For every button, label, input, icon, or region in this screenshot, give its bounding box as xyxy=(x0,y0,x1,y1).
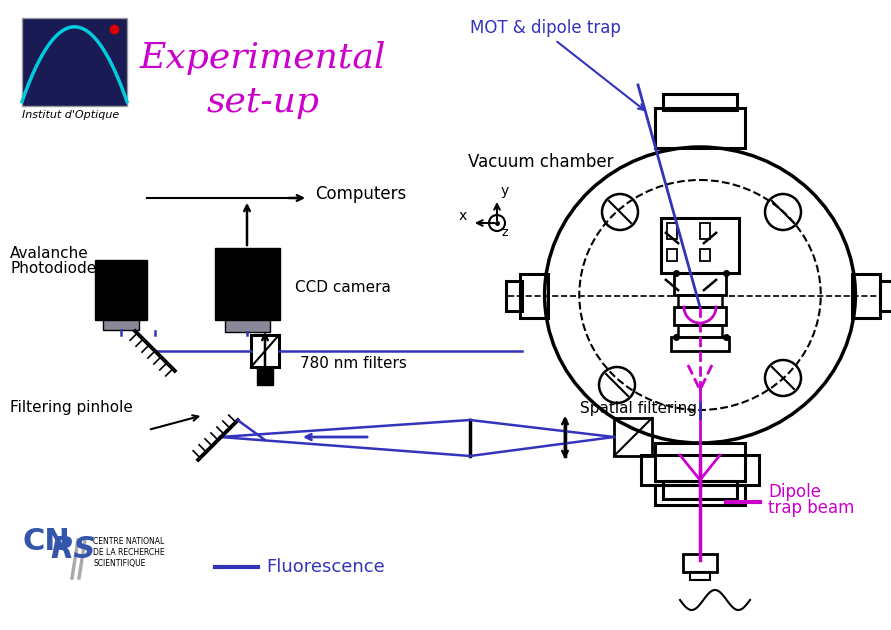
Text: x: x xyxy=(459,209,467,223)
Bar xyxy=(700,249,710,261)
Text: MOT & dipole trap: MOT & dipole trap xyxy=(470,19,621,37)
Text: RS: RS xyxy=(50,535,95,564)
Bar xyxy=(257,367,273,385)
Text: Fluorescence: Fluorescence xyxy=(266,558,385,576)
Bar xyxy=(667,223,677,239)
Bar xyxy=(663,481,737,499)
Text: Avalanche: Avalanche xyxy=(10,246,89,261)
Bar xyxy=(251,335,279,367)
Bar xyxy=(655,485,745,505)
Text: y: y xyxy=(501,184,510,198)
Text: CN: CN xyxy=(22,527,69,556)
Text: 780 nm filters: 780 nm filters xyxy=(300,355,407,370)
Bar xyxy=(520,274,548,318)
Text: Spatial filtering: Spatial filtering xyxy=(580,401,697,416)
Text: CENTRE NATIONAL: CENTRE NATIONAL xyxy=(93,537,164,546)
Text: CCD camera: CCD camera xyxy=(295,280,391,295)
Text: set-up: set-up xyxy=(207,85,320,119)
Bar xyxy=(674,307,726,325)
Bar xyxy=(690,572,710,580)
Text: Experimental: Experimental xyxy=(140,41,386,75)
Bar xyxy=(700,223,710,239)
Bar xyxy=(641,455,759,485)
Text: Dipole: Dipole xyxy=(768,483,821,501)
Bar xyxy=(614,418,652,456)
Bar xyxy=(678,325,722,337)
Bar xyxy=(663,94,737,110)
Bar xyxy=(661,218,739,273)
Text: Photodiode: Photodiode xyxy=(10,261,96,276)
Text: DE LA RECHERCHE: DE LA RECHERCHE xyxy=(93,548,165,557)
Text: Filtering pinhole: Filtering pinhole xyxy=(10,400,133,415)
Text: trap beam: trap beam xyxy=(768,499,854,517)
Bar xyxy=(506,281,522,311)
Bar xyxy=(852,274,880,318)
Text: Computers: Computers xyxy=(315,185,406,203)
Bar xyxy=(655,108,745,148)
Bar xyxy=(225,320,270,332)
Text: Institut d'Optique: Institut d'Optique xyxy=(22,110,119,120)
Bar xyxy=(215,248,280,320)
Bar xyxy=(880,281,891,311)
Bar xyxy=(683,554,717,572)
Bar xyxy=(667,249,677,261)
Bar xyxy=(671,337,729,351)
Bar xyxy=(674,273,726,295)
Bar xyxy=(103,320,139,330)
Bar xyxy=(95,260,147,320)
Text: Vacuum chamber: Vacuum chamber xyxy=(468,153,614,171)
Bar xyxy=(655,443,745,481)
Text: z: z xyxy=(502,226,509,239)
Bar xyxy=(678,295,722,307)
Bar xyxy=(22,18,127,106)
Text: SCIENTIFIQUE: SCIENTIFIQUE xyxy=(93,559,145,568)
